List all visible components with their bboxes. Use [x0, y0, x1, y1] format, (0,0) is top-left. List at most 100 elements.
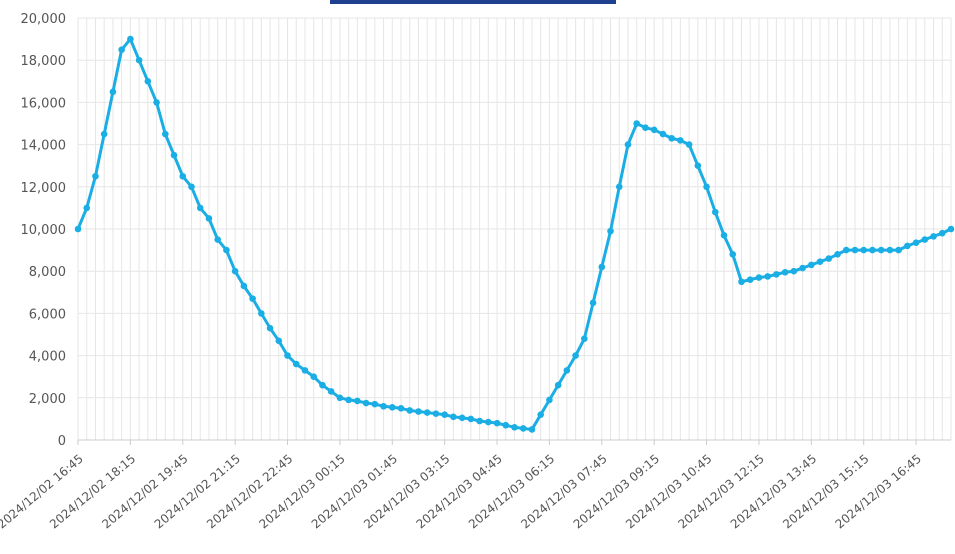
data-point — [537, 411, 544, 418]
x-tick-label: 2024/12/03 09:15 — [571, 452, 662, 532]
data-point — [720, 232, 728, 239]
data-point — [755, 274, 763, 281]
series-group — [74, 35, 955, 433]
data-point — [485, 418, 492, 426]
x-tick-label: 2024/12/02 22:45 — [204, 452, 295, 532]
data-point — [432, 410, 440, 417]
data-point — [808, 261, 815, 269]
legend-swatch — [330, 0, 616, 4]
data-point — [904, 242, 911, 250]
data-point — [790, 267, 798, 275]
data-point — [921, 236, 929, 243]
data-point — [388, 403, 396, 411]
data-point — [74, 225, 82, 233]
data-point — [703, 183, 710, 191]
data-point — [170, 151, 178, 159]
data-point — [83, 204, 91, 212]
y-tick-label: 6,000 — [29, 307, 66, 322]
data-point — [92, 172, 99, 180]
data-point — [275, 337, 283, 345]
x-tick-label: 2024/12/03 15:15 — [780, 452, 871, 532]
data-point — [912, 239, 920, 247]
data-point — [668, 134, 675, 142]
data-point — [319, 381, 326, 389]
y-tick-label: 18,000 — [21, 54, 67, 69]
data-point — [223, 246, 230, 254]
data-point — [781, 268, 789, 276]
y-axis-ticks: 0 2,000 4,000 6,000 8,000 10,000 12,000 14,000 1… — [21, 12, 67, 449]
data-point — [694, 162, 702, 169]
x-tick-label: 2024/12/02 19:45 — [99, 452, 190, 532]
x-tick-label: 2024/12/03 06:15 — [466, 452, 557, 532]
data-point — [258, 310, 265, 317]
data-point — [135, 56, 143, 64]
data-point — [214, 236, 221, 243]
data-point — [205, 215, 213, 222]
data-point — [799, 264, 806, 272]
x-tick-label: 2024/12/03 07:45 — [518, 452, 609, 532]
data-point — [685, 141, 693, 148]
x-tick-label: 2024/12/03 12:15 — [675, 452, 766, 532]
data-point — [476, 417, 483, 425]
data-point — [825, 255, 833, 262]
data-point — [938, 229, 946, 237]
x-tick-label: 2024/12/02 16:45 — [0, 452, 86, 532]
data-point — [659, 130, 667, 138]
data-point — [711, 208, 719, 216]
data-point — [493, 419, 501, 427]
y-tick-label: 20,000 — [21, 12, 67, 27]
data-point — [196, 204, 204, 212]
data-point — [502, 421, 510, 429]
data-point — [642, 124, 649, 132]
data-point — [519, 425, 527, 432]
y-tick-label: 0 — [58, 434, 66, 449]
y-tick-label: 2,000 — [29, 392, 66, 407]
y-tick-label: 8,000 — [29, 265, 66, 280]
x-tick-label: 2024/12/03 01:45 — [309, 452, 400, 532]
y-tick-label: 14,000 — [21, 139, 67, 154]
data-point — [746, 276, 754, 283]
y-tick-label: 10,000 — [21, 223, 67, 238]
data-point — [633, 120, 641, 127]
data-point — [729, 251, 737, 258]
data-point — [266, 324, 274, 332]
data-point — [327, 388, 335, 395]
data-point — [231, 267, 239, 275]
data-point — [100, 130, 108, 138]
horizontal-gridlines — [78, 17, 951, 441]
data-point — [581, 335, 588, 343]
data-point — [362, 399, 370, 407]
data-point — [947, 225, 955, 233]
data-point — [380, 402, 387, 410]
data-point — [773, 271, 780, 278]
data-point — [615, 183, 623, 191]
data-point — [511, 424, 518, 431]
data-point — [842, 246, 850, 254]
data-point — [624, 141, 632, 148]
data-point — [458, 414, 466, 422]
data-point — [406, 407, 414, 414]
data-point — [284, 352, 291, 359]
data-point — [179, 172, 187, 180]
x-tick-label: 2024/12/03 04:45 — [414, 452, 505, 532]
data-point — [292, 360, 300, 368]
data-point — [118, 46, 125, 53]
data-point — [930, 233, 937, 240]
x-tick-label: 2024/12/03 03:15 — [361, 452, 452, 532]
y-tick-label: 4,000 — [29, 350, 66, 365]
data-point — [188, 183, 195, 191]
data-point — [310, 373, 318, 381]
data-point — [886, 246, 894, 254]
data-point — [764, 273, 771, 280]
data-point — [589, 299, 597, 307]
x-tick-label: 2024/12/02 18:15 — [47, 452, 138, 532]
data-point — [834, 251, 841, 258]
y-tick-label: 12,000 — [21, 181, 67, 196]
data-point — [144, 78, 152, 85]
data-point — [153, 99, 160, 106]
x-tick-label: 2024/12/03 00:15 — [256, 452, 347, 532]
data-point — [851, 246, 859, 254]
data-point — [354, 397, 361, 405]
